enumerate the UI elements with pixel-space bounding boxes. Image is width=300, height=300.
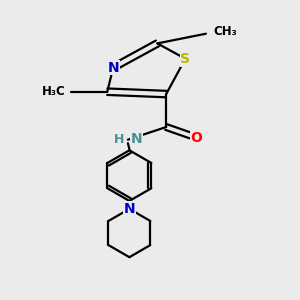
Text: N: N: [124, 202, 135, 216]
Text: N: N: [107, 61, 119, 75]
Text: CH₃: CH₃: [213, 25, 237, 38]
Text: H: H: [114, 133, 124, 146]
Text: S: S: [180, 52, 190, 66]
Text: O: O: [190, 130, 202, 145]
Text: N: N: [131, 132, 142, 146]
Text: H₃C: H₃C: [41, 85, 65, 98]
